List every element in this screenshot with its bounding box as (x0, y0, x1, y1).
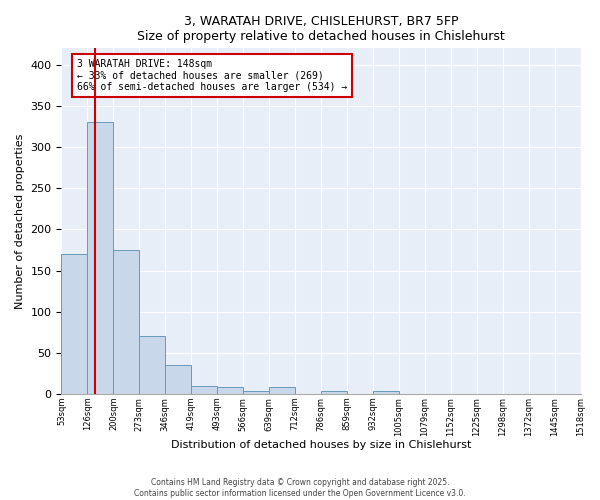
Text: Contains HM Land Registry data © Crown copyright and database right 2025.
Contai: Contains HM Land Registry data © Crown c… (134, 478, 466, 498)
Bar (321, 392, 347, 394)
Y-axis label: Number of detached properties: Number of detached properties (15, 134, 25, 309)
Bar (269, 388, 295, 394)
Text: 3 WARATAH DRIVE: 148sqm
← 33% of detached houses are smaller (269)
66% of semi-d: 3 WARATAH DRIVE: 148sqm ← 33% of detache… (77, 58, 347, 92)
Bar (243, 390, 269, 394)
Bar (165, 365, 191, 394)
Bar (139, 336, 165, 394)
Title: 3, WARATAH DRIVE, CHISLEHURST, BR7 5FP
Size of property relative to detached hou: 3, WARATAH DRIVE, CHISLEHURST, BR7 5FP S… (137, 15, 505, 43)
Bar (113, 250, 139, 394)
X-axis label: Distribution of detached houses by size in Chislehurst: Distribution of detached houses by size … (171, 440, 471, 450)
Bar (373, 390, 399, 394)
Bar (87, 122, 113, 394)
Bar (217, 388, 243, 394)
Bar (191, 386, 217, 394)
Bar (61, 254, 87, 394)
